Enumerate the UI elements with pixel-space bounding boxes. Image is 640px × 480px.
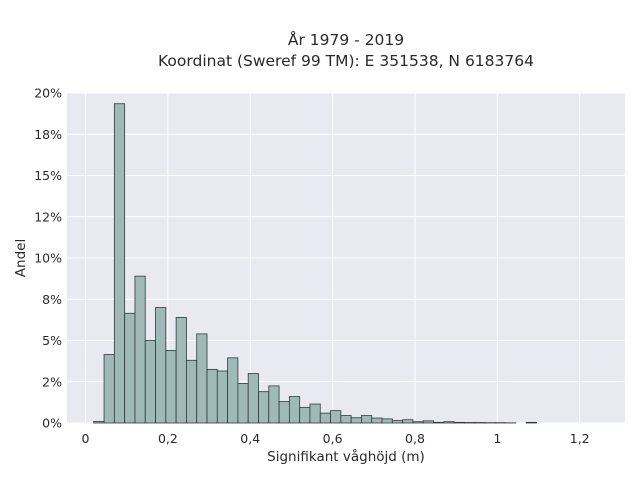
histogram-bar (113, 103, 126, 424)
y-tick-label: 8% (42, 292, 62, 307)
y-tick-label: 0% (42, 416, 62, 431)
histogram-bar (93, 420, 105, 424)
x-tick-label: 1,2 (570, 431, 590, 446)
x-tick-label: 0 (82, 431, 90, 446)
histogram-bar (330, 410, 342, 424)
histogram-bar (433, 421, 445, 424)
x-tick-label: 1 (493, 431, 501, 446)
histogram-bar (227, 357, 239, 424)
histogram-bar (371, 417, 383, 424)
histogram-bar (412, 421, 424, 424)
histogram-bar (258, 391, 270, 424)
histogram-bar (309, 403, 321, 424)
y-tick-label: 5% (42, 333, 62, 348)
x-tick-labels: 0 0,2 0,4 0,6 0,8 1 1,2 (82, 431, 590, 446)
histogram-bar (340, 415, 352, 424)
histogram-bar (525, 421, 537, 424)
histogram-bar (155, 307, 167, 424)
x-tick-label: 0,8 (405, 431, 425, 446)
histogram-bar (144, 340, 156, 424)
histogram-bar (361, 415, 373, 424)
histogram-bar (278, 401, 290, 424)
histogram-bar (381, 418, 393, 424)
histogram-bar (206, 368, 218, 424)
histogram-bar (453, 421, 465, 424)
y-tick-labels: 0% 2% 5% 8% 10% 12% 15% 18% 20% (34, 86, 62, 431)
histogram-bar (124, 312, 136, 424)
y-tick-label: 15% (34, 168, 62, 183)
chart-title-line-1: År 1979 - 2019 (288, 30, 404, 49)
x-tick-label: 0,6 (323, 431, 343, 446)
histogram-bar (196, 333, 208, 424)
histogram-bar (247, 373, 259, 424)
y-tick-label: 18% (34, 127, 62, 142)
histogram-bar (299, 406, 311, 424)
y-tick-label: 2% (42, 374, 62, 389)
histogram-bar (165, 349, 177, 424)
y-tick-label: 10% (34, 251, 62, 266)
histogram-bar (319, 412, 331, 424)
histogram-bar (443, 421, 455, 424)
x-tick-label: 0,4 (240, 431, 260, 446)
histogram-bar (134, 275, 146, 424)
x-axis-label: Signifikant våghöjd (m) (267, 448, 425, 465)
histogram-bar (186, 359, 198, 424)
histogram-bar (350, 417, 362, 424)
histogram-bar (268, 385, 280, 424)
histogram-bar (391, 420, 404, 424)
y-tick-label: 12% (34, 209, 62, 224)
histogram-bar (288, 396, 301, 424)
chart-title-line-2: Koordinat (Sweref 99 TM): E 351538, N 61… (158, 52, 534, 70)
histogram-bar (175, 316, 187, 424)
x-tick-label: 0,2 (158, 431, 178, 446)
bars (93, 103, 537, 424)
y-tick-label: 20% (34, 86, 62, 101)
histogram-bar (422, 420, 434, 424)
histogram-bar (402, 419, 414, 424)
histogram-bar (103, 354, 115, 424)
histogram-bar (237, 382, 249, 424)
y-axis-label: Andel (13, 239, 29, 277)
histogram-bar (216, 370, 229, 424)
